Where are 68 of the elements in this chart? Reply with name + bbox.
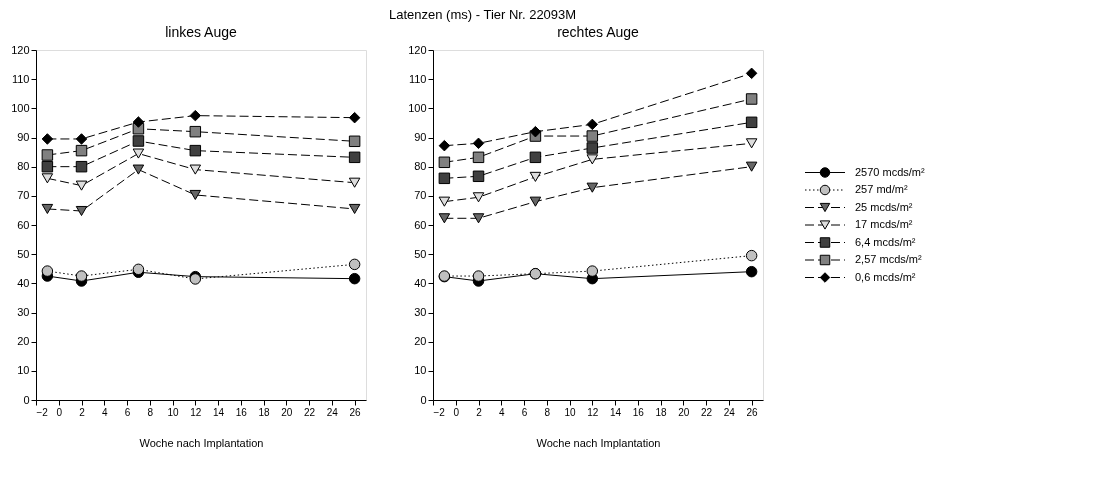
x-tick-label: 22 bbox=[304, 406, 316, 418]
legend-label: 6,4 mcds/m² bbox=[855, 235, 916, 248]
y-tick-label: 70 bbox=[17, 189, 30, 202]
y-tick-label: 120 bbox=[408, 43, 427, 56]
chart-title: linkes Auge bbox=[165, 24, 238, 40]
x-tick-label: 6 bbox=[521, 406, 528, 418]
x-tick-label: 12 bbox=[587, 406, 599, 418]
y-tick-label: 10 bbox=[414, 364, 427, 377]
x-tick-label: 18 bbox=[655, 406, 668, 418]
legend-label: 2,57 mcds/m² bbox=[855, 253, 922, 265]
y-tick-label: 110 bbox=[408, 72, 427, 85]
legend-label: 2570 mcds/m² bbox=[855, 165, 926, 178]
x-tick-label: 12 bbox=[190, 406, 202, 418]
x-tick-label: 16 bbox=[235, 406, 248, 418]
legend-label: 25 mcds/m² bbox=[855, 200, 913, 213]
x-tick-label: −2 bbox=[433, 406, 446, 418]
y-tick-label: 80 bbox=[414, 160, 427, 173]
y-tick-label: 120 bbox=[11, 43, 30, 56]
y-tick-label: 10 bbox=[17, 364, 30, 377]
x-tick-label: 2 bbox=[79, 406, 86, 418]
y-tick-label: 0 bbox=[420, 393, 427, 406]
x-tick-label: 20 bbox=[678, 406, 690, 418]
y-tick-label: 40 bbox=[17, 276, 30, 289]
y-tick-label: 100 bbox=[11, 101, 30, 114]
x-tick-label: −2 bbox=[36, 406, 49, 418]
x-tick-label: 4 bbox=[498, 406, 505, 418]
x-tick-label: 26 bbox=[746, 406, 759, 418]
y-tick-label: 70 bbox=[414, 189, 427, 202]
x-tick-label: 0 bbox=[453, 406, 460, 418]
y-tick-label: 0 bbox=[23, 393, 30, 406]
y-tick-label: 100 bbox=[408, 101, 427, 114]
y-tick-label: 110 bbox=[11, 72, 30, 85]
x-tick-label: 2 bbox=[476, 406, 483, 418]
y-tick-label: 60 bbox=[414, 218, 427, 231]
x-tick-label: 14 bbox=[213, 406, 225, 418]
x-tick-label: 8 bbox=[147, 406, 154, 418]
x-tick-label: 24 bbox=[723, 406, 736, 418]
x-tick-label: 18 bbox=[258, 406, 271, 418]
y-tick-label: 90 bbox=[17, 131, 30, 143]
y-tick-label: 20 bbox=[414, 335, 427, 348]
x-tick-label: 26 bbox=[349, 406, 362, 418]
x-axis-title: Woche nach Implantation bbox=[139, 436, 264, 449]
x-tick-label: 4 bbox=[101, 406, 108, 418]
x-tick-label: 22 bbox=[701, 406, 713, 418]
y-tick-label: 20 bbox=[17, 335, 30, 348]
x-tick-label: 0 bbox=[56, 406, 63, 418]
x-tick-label: 20 bbox=[281, 406, 293, 418]
x-tick-label: 6 bbox=[124, 406, 131, 418]
x-tick-label: 16 bbox=[632, 406, 645, 418]
x-tick-label: 24 bbox=[326, 406, 339, 418]
x-tick-label: 10 bbox=[564, 406, 577, 418]
y-tick-label: 50 bbox=[414, 247, 427, 260]
legend-label: 257 md/m² bbox=[855, 183, 908, 195]
y-tick-label: 90 bbox=[414, 131, 427, 143]
y-tick-label: 50 bbox=[17, 247, 30, 260]
text: Latenzen (ms) - Tier Nr. 22093M bbox=[389, 6, 577, 22]
legend-label: 0,6 mcds/m² bbox=[855, 270, 916, 283]
chart-title: rechtes Auge bbox=[557, 24, 640, 40]
y-tick-label: 60 bbox=[17, 218, 30, 231]
y-tick-label: 30 bbox=[17, 306, 30, 318]
y-tick-label: 80 bbox=[17, 160, 30, 173]
x-tick-label: 14 bbox=[610, 406, 622, 418]
x-tick-label: 8 bbox=[544, 406, 551, 418]
legend-label: 17 mcds/m² bbox=[855, 218, 913, 230]
y-tick-label: 30 bbox=[414, 306, 427, 318]
x-tick-label: 10 bbox=[167, 406, 180, 418]
x-axis-title: Woche nach Implantation bbox=[536, 436, 661, 449]
y-tick-label: 40 bbox=[414, 276, 427, 289]
